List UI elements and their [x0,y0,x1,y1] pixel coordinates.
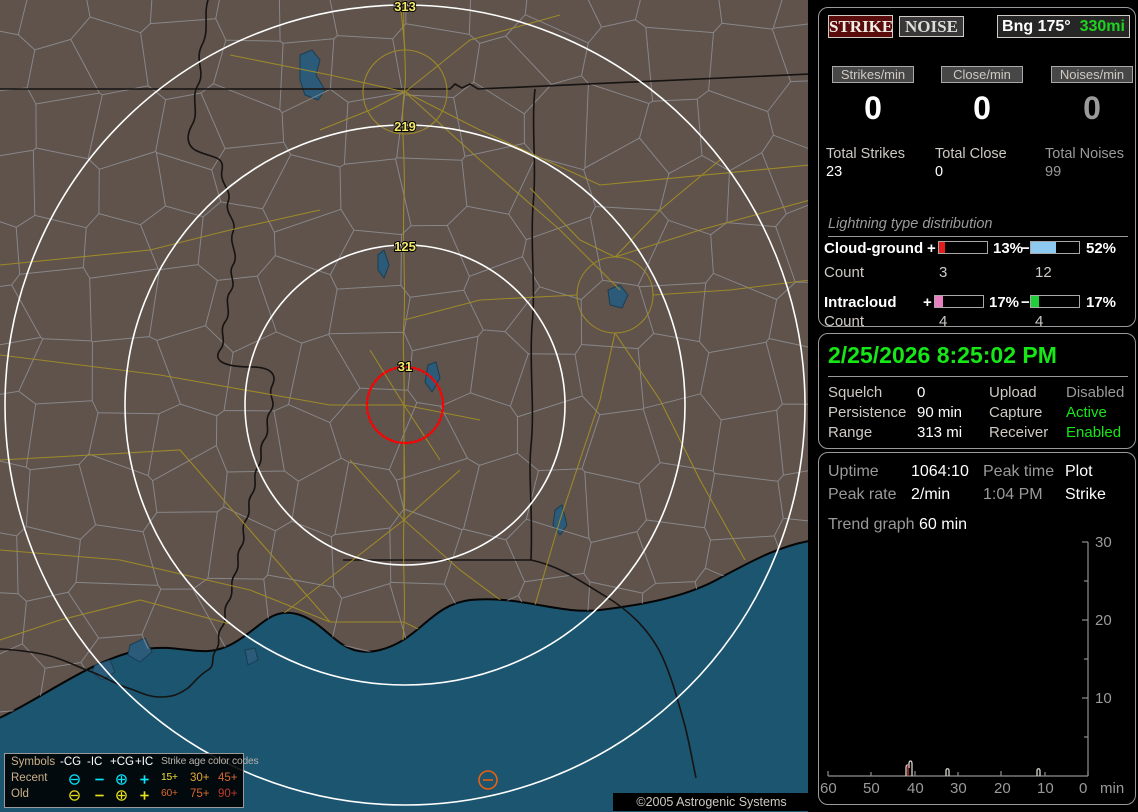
svg-text:0: 0 [1079,780,1087,797]
svg-text:30: 30 [1095,534,1112,551]
svg-text:125: 125 [394,239,416,254]
svg-text:20: 20 [1095,612,1112,629]
svg-text:219: 219 [394,119,416,134]
svg-text:31: 31 [398,359,412,374]
svg-text:60: 60 [820,780,837,797]
svg-text:50: 50 [863,780,880,797]
svg-text:min: min [1100,780,1124,797]
svg-text:40: 40 [907,780,924,797]
svg-text:10: 10 [1037,780,1054,797]
svg-text:30: 30 [950,780,967,797]
svg-text:313: 313 [394,0,416,14]
svg-text:20: 20 [994,780,1011,797]
svg-text:10: 10 [1095,690,1112,707]
